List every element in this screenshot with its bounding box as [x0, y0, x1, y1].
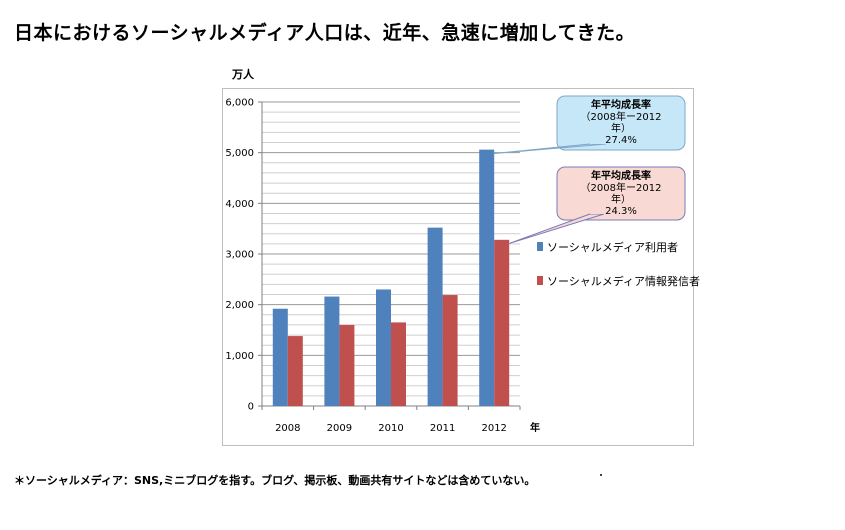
x-tick-label-2011: 2011 — [430, 423, 455, 434]
callout-line: 27.4% — [605, 135, 637, 146]
legend-swatch-series-0 — [537, 242, 543, 251]
stray-dot — [600, 474, 602, 476]
bar-2011-series-0 — [427, 227, 443, 406]
y-tick-label: 2,000 — [225, 300, 254, 311]
y-tick-label: 3,000 — [225, 250, 254, 261]
y-tick-label: 0 — [248, 402, 254, 413]
x-tick-label-2008: 2008 — [275, 423, 300, 434]
callouts: 年平均成長率（2008年ー2012年）27.4%年平均成長率（2008年ー201… — [493, 95, 686, 245]
bar-2012-series-0 — [479, 149, 495, 407]
callout-line: （2008年ー2012 — [581, 181, 662, 194]
y-tick-label: 1,000 — [225, 351, 254, 362]
callout-box — [556, 95, 686, 151]
bar-2009-series-0 — [324, 296, 340, 406]
y-axis-unit-label: 万人 — [232, 68, 254, 81]
bar-2008-series-1 — [287, 336, 303, 406]
footnote: ＊ソーシャルメディア：SNS,ミニブログを指す。ブログ、掲示板、動画共有サイトな… — [14, 474, 536, 487]
bar-2012-series-1 — [494, 239, 510, 406]
bar-2009-series-1 — [339, 324, 355, 406]
legend-label-series-0: ソーシャルメディア利用者 — [547, 240, 678, 254]
page-headline: 日本におけるソーシャルメディア人口は、近年、急速に増加してきた。 — [14, 22, 636, 44]
bar-2008-series-0 — [272, 308, 288, 406]
callout-line: 24.3% — [605, 206, 637, 217]
bar-2011-series-1 — [442, 295, 458, 406]
x-tick-label-2009: 2009 — [327, 423, 352, 434]
x-axis-unit-label: 年 — [530, 421, 540, 434]
y-tick-label: 4,000 — [225, 199, 254, 210]
callout-title: 年平均成長率 — [591, 98, 651, 111]
callout-line: （2008年ー2012 — [581, 110, 662, 123]
bar-2010-series-1 — [391, 322, 406, 406]
legend-label-series-1: ソーシャルメディア情報発信者 — [547, 274, 700, 288]
tick-labels: 0 1,000 2,000 3,000 4,000 5,000 6,000 2008 2009 2… — [225, 98, 540, 435]
callout-box — [556, 166, 686, 221]
legend-swatch-series-1 — [537, 276, 543, 285]
callout-line: 年） — [611, 122, 631, 135]
x-tick-label-2010: 2010 — [378, 423, 403, 434]
bar-2010-series-0 — [376, 289, 391, 406]
callout-pointer — [508, 213, 605, 245]
callout-line: 年） — [611, 193, 631, 206]
callout-title: 年平均成長率 — [591, 169, 651, 182]
y-tick-label: 5,000 — [225, 148, 254, 159]
x-tick-label-2012: 2012 — [481, 423, 506, 434]
bars — [272, 149, 510, 407]
y-tick-label: 6,000 — [225, 98, 254, 109]
